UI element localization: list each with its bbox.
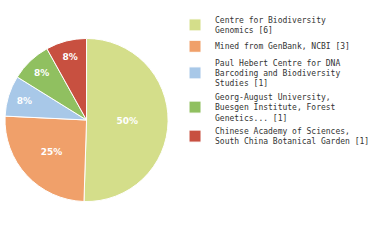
svg-text:8%: 8%: [17, 96, 32, 106]
svg-text:Chinese Academy of Sciences,So: Chinese Academy of Sciences,South China …: [215, 127, 369, 146]
svg-text:Paul Hebert Centre for DNABarc: Paul Hebert Centre for DNABarcoding and …: [215, 59, 340, 89]
svg-text:8%: 8%: [34, 68, 49, 78]
svg-text:Mined from GenBank, NCBI [3]: Mined from GenBank, NCBI [3]: [215, 42, 350, 51]
svg-text:Centre for BiodiversityGenomic: Centre for BiodiversityGenomics [6]: [215, 16, 326, 35]
svg-text:8%: 8%: [63, 52, 78, 62]
svg-text:Georg-August University,Buesge: Georg-August University,Buesgen Institut…: [215, 93, 336, 123]
svg-text:25%: 25%: [41, 147, 63, 157]
svg-text:50%: 50%: [117, 116, 139, 126]
